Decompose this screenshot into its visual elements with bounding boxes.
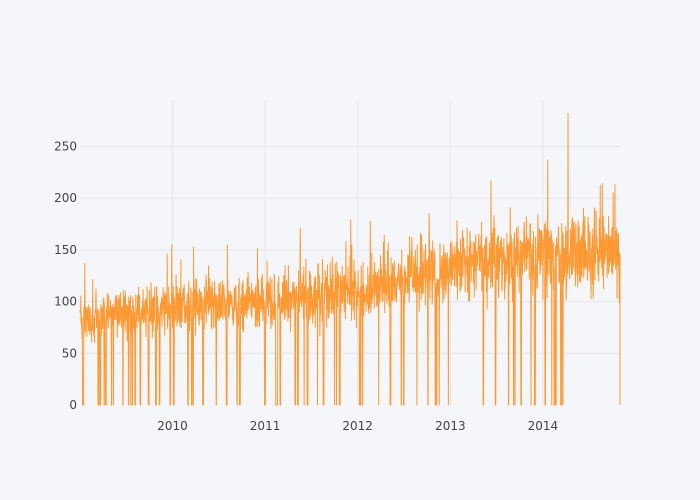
- x-tick-label: 2010: [157, 419, 188, 433]
- y-tick-label: 150: [54, 243, 77, 257]
- y-tick-label: 200: [54, 191, 77, 205]
- x-tick-label: 2014: [528, 419, 559, 433]
- y-axis: 0 50 100 150 200 250: [54, 140, 77, 412]
- x-tick-label: 2011: [250, 419, 281, 433]
- y-tick-label: 250: [54, 140, 77, 154]
- series-group: [79, 112, 621, 406]
- series-line: [79, 112, 621, 406]
- x-tick-label: 2012: [342, 419, 373, 433]
- y-tick-label: 0: [69, 398, 77, 412]
- y-tick-label: 100: [54, 295, 77, 309]
- x-axis: 2010 2011 2012 2013 2014: [157, 419, 558, 433]
- x-tick-label: 2013: [435, 419, 466, 433]
- y-tick-label: 50: [62, 346, 77, 360]
